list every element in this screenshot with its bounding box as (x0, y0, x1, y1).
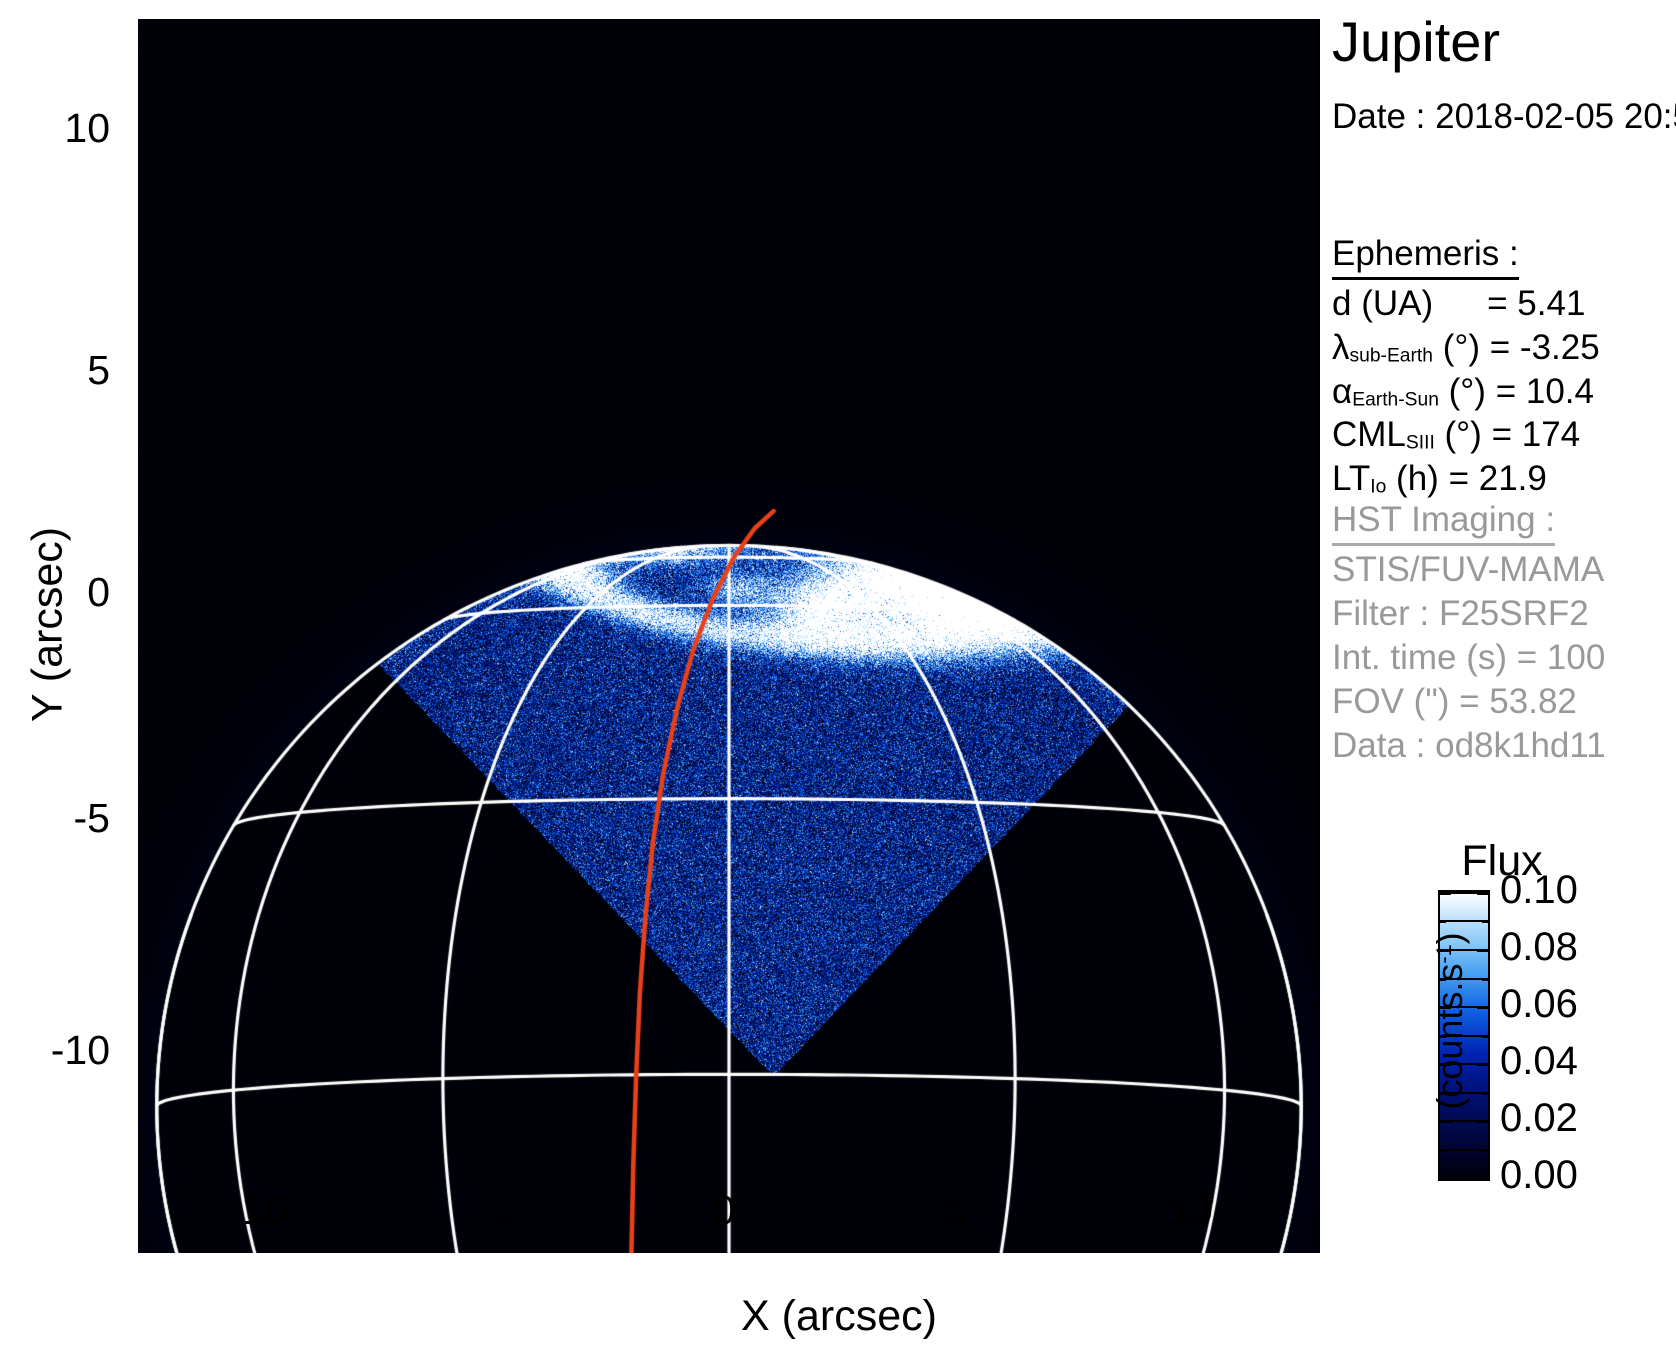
colorbar-label-0.10: 0.10 (1500, 868, 1578, 912)
y-tick-label-0: 0 (87, 569, 110, 615)
flux-colorbar (1438, 890, 1490, 1181)
x-tick-label-0: 0 (712, 1187, 736, 1233)
colorbar-tick-minor-4 (1440, 1092, 1488, 1095)
ephemeris-row-alpha: αEarth-Sun (°) = 10.4 (1332, 370, 1600, 414)
ephemeris-sub-lt: Io (1370, 476, 1387, 498)
y-tick-label-5: 5 (87, 347, 110, 393)
hst-instrument: STIS/FUV-MAMA (1332, 550, 1605, 589)
ephemeris-unit-lt: (h) (1396, 459, 1439, 498)
x-tick-label-10: 10 (1167, 1187, 1213, 1233)
ephemeris-unit-alpha: (°) (1448, 371, 1486, 411)
colorbar-label-0.04: 0.04 (1500, 1039, 1578, 1083)
colorbar-tick-major-4 (1440, 1120, 1488, 1123)
page-title: Jupiter (1332, 10, 1501, 73)
ephemeris-symbol-lambda: λ (1332, 327, 1350, 367)
x-axis-title: X (arcsec) (741, 1292, 937, 1340)
colorbar-label-0.08: 0.08 (1500, 925, 1578, 969)
ephemeris-heading: Ephemeris : (1332, 234, 1519, 280)
colorbar-tick-major-1 (1440, 949, 1488, 952)
colorbar-unit-exponent: -1 (1431, 944, 1457, 964)
colorbar-tick-major-2 (1440, 1006, 1488, 1009)
colorbar-tick-major-0 (1440, 892, 1488, 895)
colorbar-tick-major-3 (1440, 1063, 1488, 1066)
ephemeris-row-lambda: λsub-Earth (°) = -3.25 (1332, 326, 1600, 370)
y-axis-title: Y (arcsec) (23, 526, 72, 723)
observation-time-earth: 20:59:53 (Earth) (1623, 97, 1676, 136)
jupiter-image-plot (138, 19, 1320, 1253)
y-tick-label-neg10: -10 (50, 1027, 110, 1073)
ephemeris-row-distance: d (UA) = 5.41 (1332, 282, 1600, 326)
colorbar-unit-post: ) (1429, 932, 1470, 945)
info-panel: Jupiter Date : 2018-02-05 20:59:53 (Eart… (1332, 0, 1676, 1367)
ephemeris-label-distance: d (UA) (1332, 284, 1434, 323)
ephemeris-row-cml: CMLSIII (°) = 174 (1332, 413, 1600, 457)
colorbar-unit-pre: (counts.s (1429, 963, 1470, 1110)
colorbar-tick-minor-5 (1440, 1149, 1488, 1152)
y-tick-label-10: 10 (64, 105, 110, 151)
ephemeris-sub-alpha: Earth-Sun (1352, 388, 1439, 410)
hst-fov: FOV (") = 53.82 (1332, 682, 1577, 722)
x-tick-label-5: 5 (946, 1187, 970, 1233)
ephemeris-value-lambda: = -3.25 (1489, 327, 1600, 367)
observation-date: Date : 2018-02-05 (1332, 97, 1615, 136)
hst-int-time: Int. time (s) = 100 (1332, 638, 1606, 678)
hst-imaging-heading: HST Imaging : (1332, 500, 1556, 546)
observation-date-block: Date : 2018-02-05 20:59:53 (Earth) 20:14… (1332, 96, 1676, 139)
colorbar-group: 0.10 0.08 0.06 0.04 0.02 0.00 (counts.s-… (1429, 870, 1676, 1195)
ephemeris-value-cml: = 174 (1491, 415, 1581, 455)
ephemeris-unit-lambda: (°) (1442, 327, 1481, 367)
ephemeris-list: d (UA) = 5.41 λsub-Earth (°) = -3.25 αEar… (1332, 282, 1600, 501)
x-tick-label-neg10: -10 (228, 1187, 288, 1233)
ephemeris-unit-cml: (°) (1444, 415, 1482, 455)
colorbar-tick-minor-3 (1440, 1035, 1488, 1038)
colorbar-unit-label: (counts.s-1) (1429, 871, 1471, 1171)
ephemeris-row-lt: LTIo (h) = 21.9 (1332, 457, 1600, 501)
colorbar-tick-minor-1 (1440, 920, 1488, 923)
ephemeris-symbol-cml: CML (1332, 415, 1406, 455)
ephemeris-value-lt: = 21.9 (1448, 459, 1547, 498)
colorbar-tick-minor-2 (1440, 978, 1488, 981)
colorbar-title: Flux (1461, 837, 1543, 885)
ephemeris-sub-cml: SIII (1405, 432, 1435, 454)
ephemeris-symbol-lt: LT (1332, 459, 1371, 498)
hst-imaging-list: STIS/FUV-MAMA Filter : F25SRF2 Int. time… (1332, 548, 1606, 768)
aurora-image-canvas (138, 19, 1320, 1253)
y-tick-label-neg5: -5 (73, 795, 110, 841)
hst-filter: Filter : F25SRF2 (1332, 594, 1589, 634)
ephemeris-symbol-alpha: α (1332, 371, 1353, 411)
x-tick-label-neg5: -5 (471, 1187, 509, 1233)
ephemeris-value-distance: = 5.41 (1487, 284, 1586, 323)
ephemeris-sub-lambda: sub-Earth (1349, 345, 1433, 367)
ephemeris-value-alpha: = 10.4 (1495, 371, 1594, 411)
colorbar-label-0.00: 0.00 (1500, 1153, 1578, 1197)
colorbar-label-0.02: 0.02 (1500, 1096, 1578, 1140)
hst-data-id: Data : od8k1hd11 (1332, 726, 1606, 766)
colorbar-label-0.06: 0.06 (1500, 982, 1578, 1026)
